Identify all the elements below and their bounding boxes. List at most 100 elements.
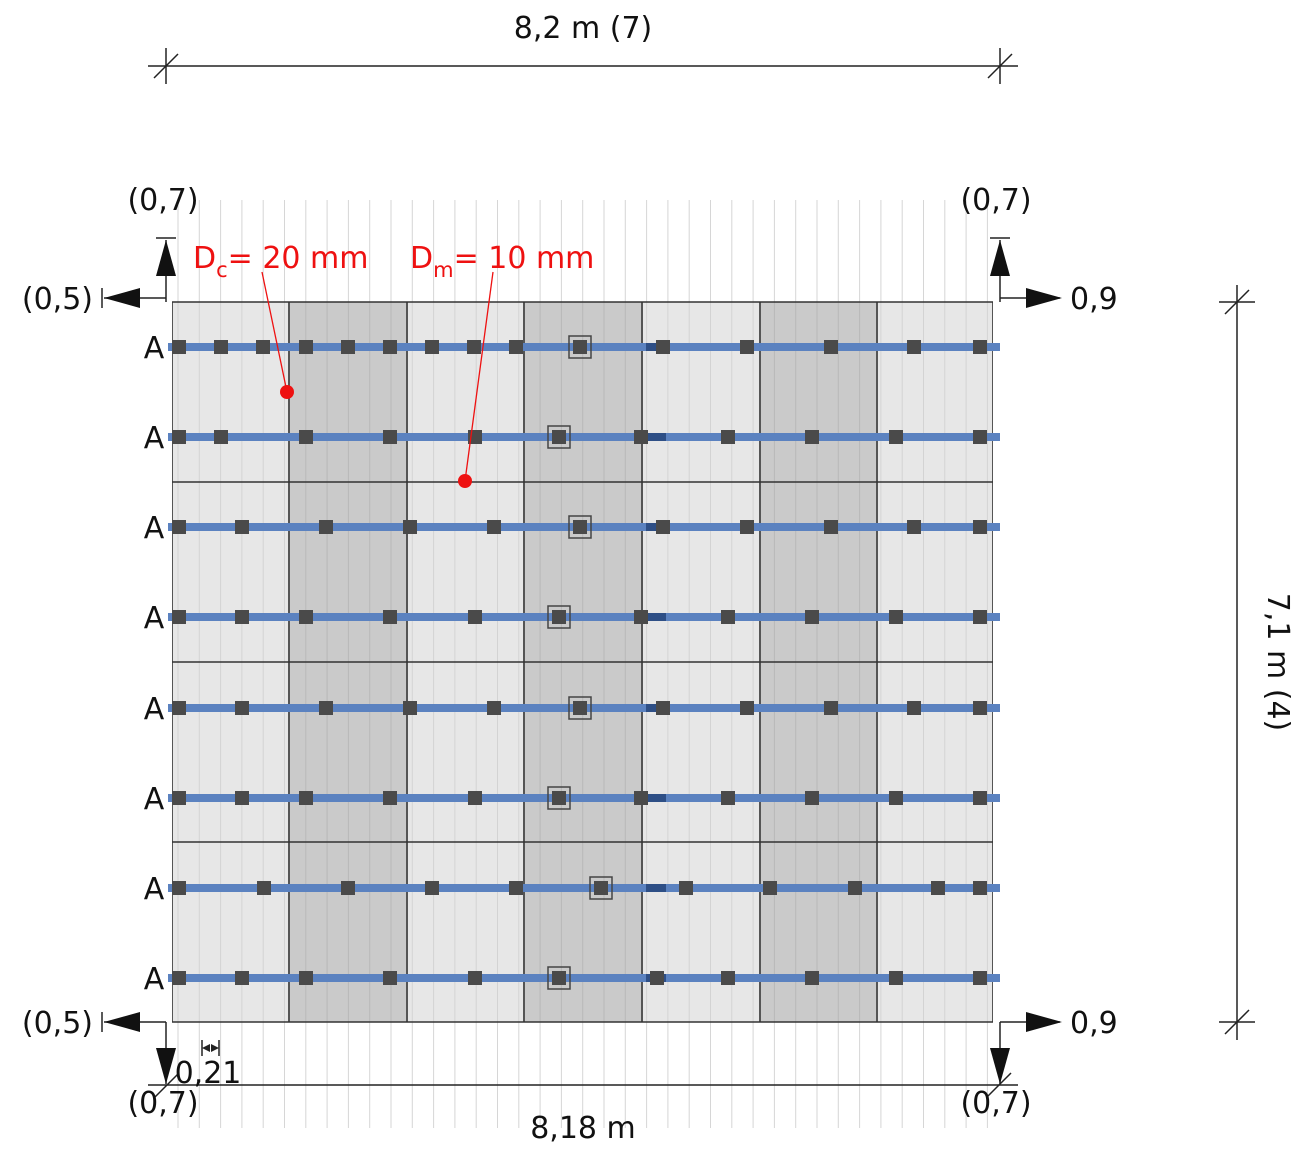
rail-row-label: A [144,421,165,456]
module-clamp [763,881,777,895]
module-panel [172,301,289,483]
rail-splice [547,605,571,629]
dm-value: = 10 mm [454,241,595,276]
module-clamp [299,340,313,354]
bottom-left-side-label: (0,5) [22,1006,93,1041]
module-clamp [721,791,735,805]
mounting-rail [168,794,1000,802]
module-clamp [656,340,670,354]
rail-joint [646,884,666,892]
module-panel [524,301,642,483]
module-clamp [824,340,838,354]
module-clamp [319,520,333,534]
module-clamp [383,610,397,624]
module-clamp [172,520,186,534]
module-clamp [299,430,313,444]
module-clamp [403,701,417,715]
module-panel [642,481,760,663]
module-panel [877,841,993,1023]
bottom-dimension: 8,18 m [148,1072,1018,1146]
rail-row-label: A [144,331,165,366]
module-clamp [805,971,819,985]
module-clamp [509,881,523,895]
module-panel [172,661,289,843]
dm-symbol: D [410,241,433,276]
module-panel [760,841,877,1023]
mounting-rails [168,335,1000,990]
module-clamp [235,520,249,534]
rail-row-label: A [144,962,165,997]
module-panel [407,841,524,1023]
rail-splice-clamp [552,791,566,805]
rail-splice-clamp [594,881,608,895]
dc-annotation: Dc= 20 mm [193,241,369,399]
module-clamp [805,430,819,444]
module-clamp [468,610,482,624]
bottom-right-side-label: 0,9 [1070,1006,1118,1041]
module-clamp [256,340,270,354]
module-clamp [824,701,838,715]
module-clamp [172,701,186,715]
mounting-rail [168,974,1000,982]
module-clamp [425,340,439,354]
module-panel [877,301,993,483]
module-clamp [172,610,186,624]
module-panel [407,661,524,843]
corner-top-right: (0,7) 0,9 [960,183,1117,317]
module-clamp [679,881,693,895]
rail-splice [568,335,592,359]
dm-annotation: Dm= 10 mm [410,241,594,488]
module-clamp [172,791,186,805]
module-clamp [848,881,862,895]
module-panels [172,301,993,1023]
module-clamp [299,971,313,985]
module-clamp [889,610,903,624]
rail-splice-clamp [573,520,587,534]
module-clamp [973,791,987,805]
module-panel [289,841,407,1023]
module-clamp [889,791,903,805]
module-panel [289,481,407,663]
row-labels: A A A A A A A A [144,331,165,997]
module-clamp [403,520,417,534]
module-clamp [383,971,397,985]
rail-splice [547,786,571,810]
top-left-side-label: (0,5) [22,282,93,317]
module-panel [642,661,760,843]
corner-top-left: (0,7) (0,5) [22,183,199,317]
module-clamp [634,791,648,805]
module-clamp [235,610,249,624]
corner-bottom-left: (0,7) (0,5) [22,1006,199,1121]
rail-splice-clamp [552,430,566,444]
module-clamp [487,701,501,715]
right-dimension-label: 7,1 m (4) [1260,593,1295,732]
rail-joint [646,433,666,441]
bottom-dimension-label: 8,18 m [530,1111,636,1146]
module-clamp [805,791,819,805]
module-clamp [656,520,670,534]
top-dimension-label: 8,2 m (7) [514,11,653,46]
module-panel [524,661,642,843]
module-panel [172,841,289,1023]
module-clamp [467,340,481,354]
module-clamp [805,610,819,624]
module-panel [289,661,407,843]
module-clamp [487,520,501,534]
top-right-up-label: (0,7) [960,183,1031,218]
module-panel [172,481,289,663]
right-dimension: 7,1 m (4) [1219,285,1295,1040]
rail-splice [568,696,592,720]
module-panel [524,841,642,1023]
module-clamp [383,791,397,805]
mounting-rail [168,884,1000,892]
module-clamp [383,430,397,444]
dc-value: = 20 mm [228,241,369,276]
top-right-side-label: 0,9 [1070,282,1118,317]
module-clamp [740,520,754,534]
module-clamp [172,971,186,985]
module-clamp [907,340,921,354]
rail-row-label: A [144,511,165,546]
rail-row-label: A [144,872,165,907]
rail-joint [646,794,666,802]
module-panel [407,301,524,483]
